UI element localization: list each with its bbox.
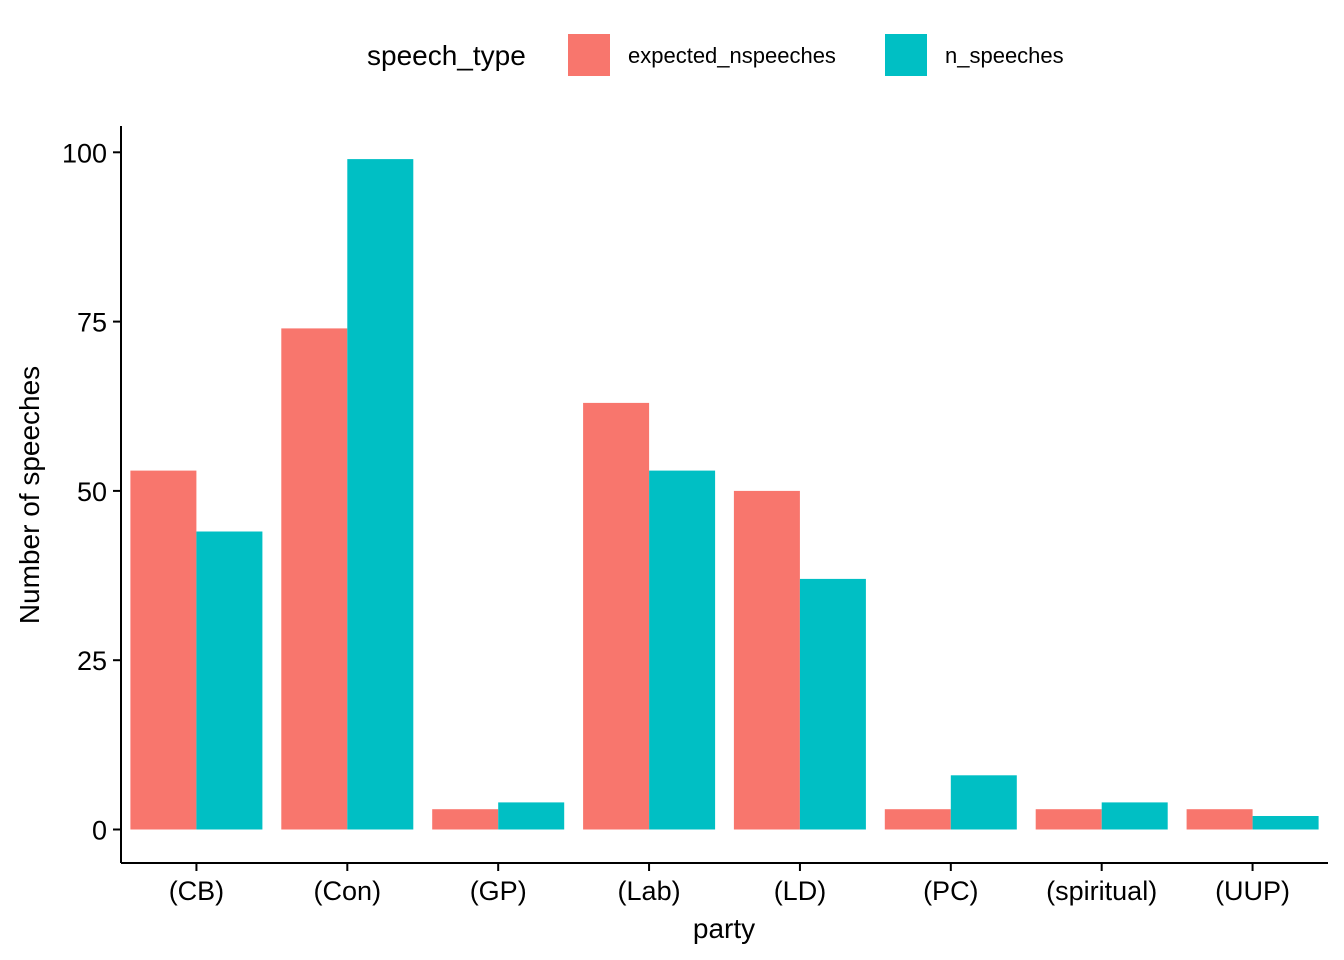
y-tick-label: 25 (77, 646, 107, 676)
bar-n_speeches-con (347, 159, 414, 830)
x-tick-label: (Con) (314, 876, 382, 906)
y-axis: 0 25 50 75 100 (62, 126, 122, 863)
bar-expected_nspeeches-pc (884, 809, 951, 830)
legend-label-expected_nspeeches: expected_nspeeches (628, 43, 836, 68)
bar-expected_nspeeches-uup (1186, 809, 1253, 830)
y-axis-title: Number of speeches (14, 366, 45, 624)
legend-key-n_speeches (885, 34, 927, 76)
x-tick-label: (LD) (774, 876, 827, 906)
bar-expected_nspeeches-con (281, 328, 348, 830)
bar-n_speeches-spiritual (1101, 802, 1168, 830)
legend-label-n_speeches: n_speeches (945, 43, 1064, 68)
bar-n_speeches-cb (196, 531, 263, 830)
x-tick-label: (UUP) (1215, 876, 1290, 906)
bar-n_speeches-gp (498, 802, 565, 830)
y-tick-label: 100 (62, 138, 107, 168)
x-tick-label: (Lab) (618, 876, 681, 906)
legend-title: speech_type (367, 40, 526, 71)
x-tick-label: (spiritual) (1046, 876, 1157, 906)
bar-n_speeches-lab (649, 470, 716, 830)
x-axis: (CB) (Con) (GP) (Lab) (LD) (PC) (spiritual) (UU… (121, 862, 1328, 906)
y-tick-label: 0 (92, 816, 107, 846)
bar-expected_nspeeches-cb (130, 470, 197, 830)
bar-n_speeches-pc (950, 775, 1017, 830)
legend-key-expected_nspeeches (568, 34, 610, 76)
bar-n_speeches-uup (1252, 816, 1319, 830)
x-axis-title: party (693, 913, 755, 944)
bars (130, 159, 1319, 830)
legend: speech_type expected_nspeeches n_speeches (367, 34, 1064, 76)
bar-n_speeches-ld (799, 578, 866, 830)
bar-expected_nspeeches-lab (583, 402, 650, 830)
x-tick-label: (GP) (470, 876, 527, 906)
y-tick-label: 50 (77, 477, 107, 507)
y-tick-label: 75 (77, 308, 107, 338)
bar-expected_nspeeches-gp (432, 809, 499, 830)
x-tick-label: (PC) (923, 876, 979, 906)
bar-expected_nspeeches-spiritual (1035, 809, 1102, 830)
bar-expected_nspeeches-ld (733, 490, 800, 830)
x-tick-label: (CB) (169, 876, 225, 906)
